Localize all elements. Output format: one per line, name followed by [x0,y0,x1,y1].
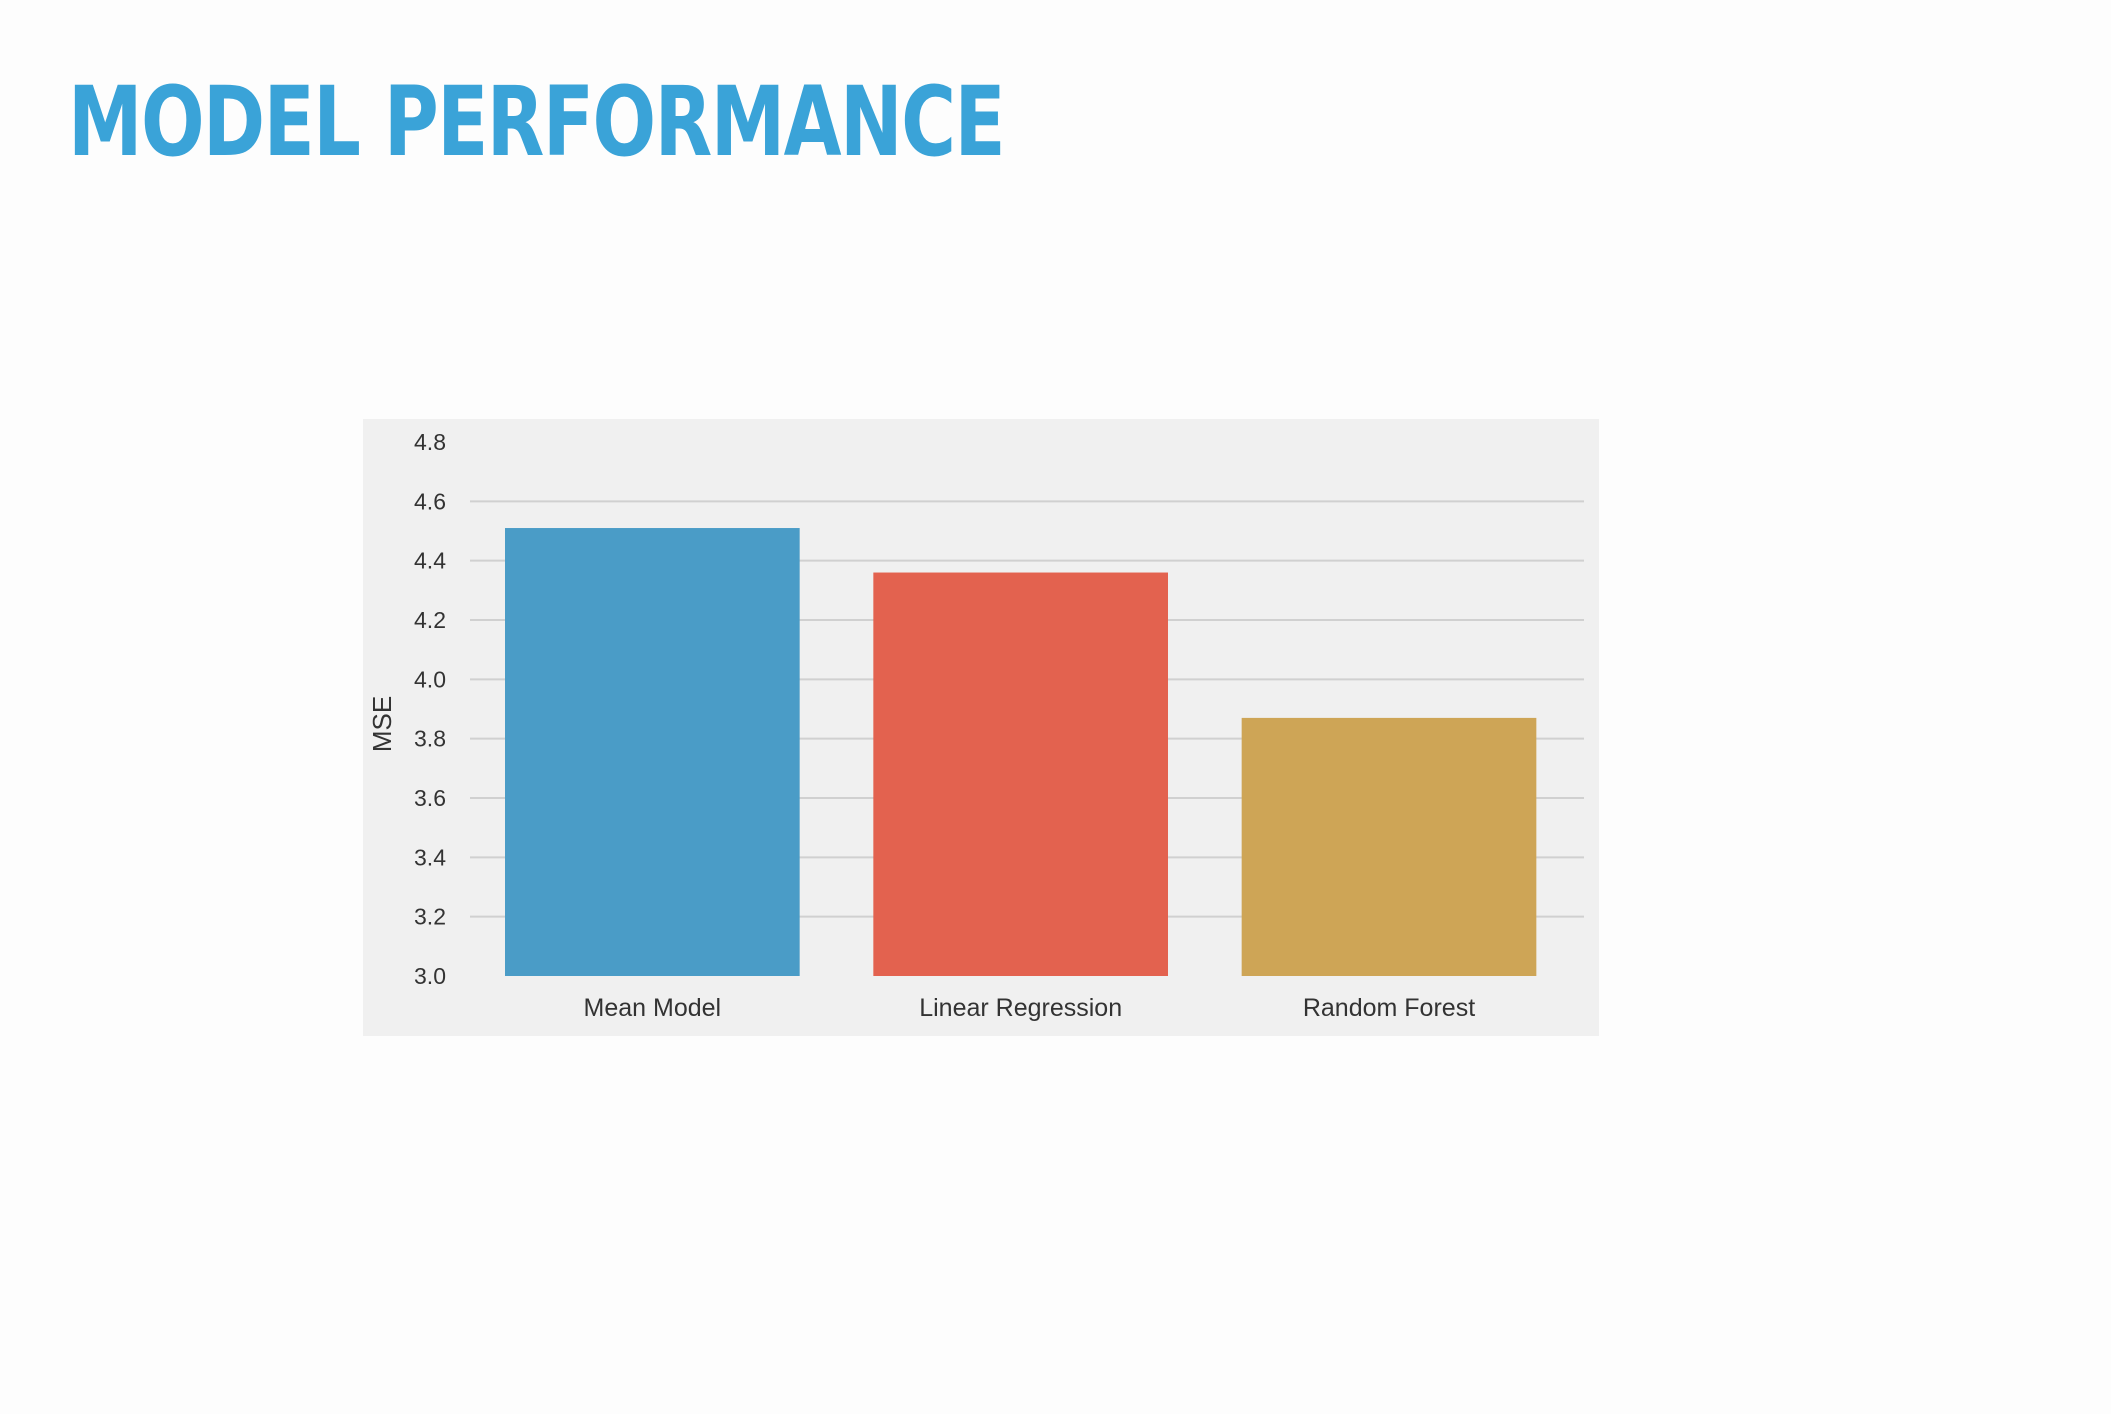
bars [505,528,1537,976]
y-tick-label: 4.8 [414,429,446,455]
y-tick-label: 4.2 [414,607,446,633]
y-tick-labels: 3.0 3.2 3.4 3.6 3.8 4.0 4.2 4.4 4.6 4.8 [414,429,446,989]
bar-linear-regression [873,572,1168,976]
y-tick-label: 4.4 [414,548,446,574]
x-category-labels: Mean Model Linear Regression Random Forest [584,994,1476,1022]
y-tick-label: 3.6 [414,785,446,811]
chart-svg: 3.0 3.2 3.4 3.6 3.8 4.0 4.2 4.4 4.6 4.8 Mean Mode… [367,429,1584,1022]
y-tick-label: 3.0 [414,963,446,989]
bar-mean-model [505,528,800,976]
x-category-label: Mean Model [584,994,722,1022]
y-tick-label: 3.2 [414,904,446,930]
slide-title: MODEL PERFORMANCE [68,66,1006,178]
y-axis-label: MSE [367,696,397,752]
y-tick-label: 3.8 [414,726,446,752]
mse-bar-chart: 3.0 3.2 3.4 3.6 3.8 4.0 4.2 4.4 4.6 4.8 Mean Mode… [363,419,1599,1036]
y-tick-label: 4.6 [414,488,446,514]
y-tick-label: 3.4 [414,844,446,870]
x-category-label: Random Forest [1303,994,1475,1022]
y-tick-label: 4.0 [414,666,446,692]
x-category-label: Linear Regression [919,994,1122,1022]
bar-random-forest [1241,717,1537,976]
